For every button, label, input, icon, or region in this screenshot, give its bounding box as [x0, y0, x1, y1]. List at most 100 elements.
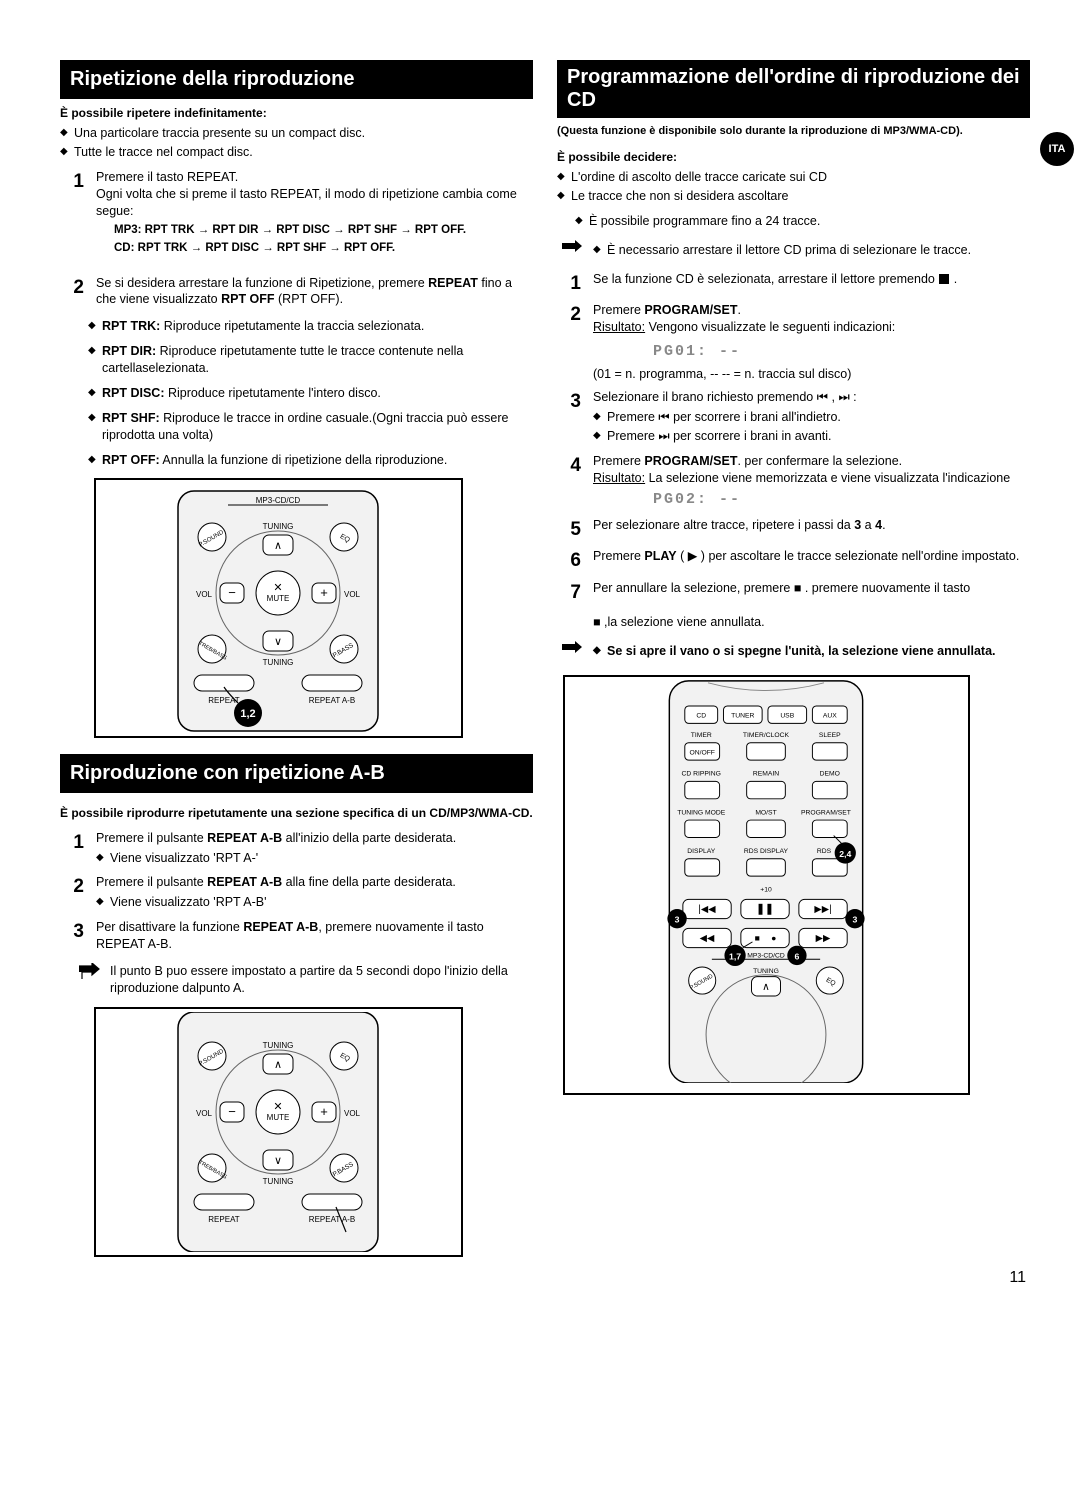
- sec1-defs: RPT TRK: Riproduce ripetutamente la trac…: [88, 318, 533, 468]
- lbl-mp3cd: MP3-CD/CD: [748, 953, 786, 960]
- lbl-tuning: TUNING: [753, 968, 779, 975]
- label-tuning: TUNING: [263, 1177, 294, 1186]
- def-item: RPT OFF: Annulla la funzione di ripetizi…: [88, 452, 533, 469]
- step-number: 6: [557, 548, 581, 574]
- step-text: Se si desidera arrestare la funzione di …: [96, 276, 428, 290]
- skip-back-icon: ⏮: [817, 390, 828, 404]
- label-repeat: REPEAT: [209, 1215, 241, 1224]
- remote-diagram-3: CD TUNER USB AUX TIMER TIMER/CLOCK SLEEP…: [563, 675, 970, 1095]
- def-val: Riproduce ripetutamente la traccia selez…: [160, 319, 424, 333]
- step-number: 2: [60, 874, 84, 913]
- step-text: Se la funzione CD è selezionata, arresta…: [593, 272, 938, 286]
- right-title: Programmazione dell'ordine di riproduzio…: [557, 60, 1030, 118]
- sub-bullet: Premere ⏮ per scorrere i brani all'indie…: [593, 409, 1030, 426]
- remote-svg-1: MP3-CD/CD MUTE ✕ ∧ ∨ − + VOL VOL TUNING …: [128, 483, 428, 733]
- sec1-intro: È possibile ripetere indefinitamente:: [60, 105, 533, 121]
- left-column: Ripetizione della riproduzione È possibi…: [60, 60, 533, 1257]
- step-footnote: (01 = n. programma, -- -- = n. traccia s…: [593, 366, 1030, 383]
- svg-text:❚❚: ❚❚: [757, 903, 775, 915]
- label-mute: MUTE: [267, 1113, 290, 1122]
- remote-diagram-1: MP3-CD/CD MUTE ✕ ∧ ∨ − + VOL VOL TUNING …: [94, 478, 463, 738]
- sec2-step2: 2 Premere il pulsante REPEAT A-B alla fi…: [60, 874, 533, 913]
- badge-c: 3: [853, 915, 858, 925]
- sec1-step1: 1 Premere il tasto REPEAT. Ogni volta ch…: [60, 169, 533, 257]
- mode-line-cd: CD: RPT TRK → RPT DISC → RPT SHF → RPT O…: [114, 241, 533, 257]
- btn-tuner: TUNER: [732, 713, 755, 720]
- step-number: 3: [557, 389, 581, 447]
- svg-text:■: ■: [755, 933, 760, 943]
- svg-text:∨: ∨: [274, 1155, 282, 1167]
- step-text: Premere il tasto REPEAT.: [96, 170, 238, 184]
- def-val: Riproduce ripetutamente tutte le tracce …: [102, 344, 463, 375]
- bullet-item: L'ordine di ascolto delle tracce caricat…: [557, 169, 1030, 186]
- step-text: .: [737, 303, 740, 317]
- step-subtext: Ogni volta che si preme il tasto REPEAT,…: [96, 187, 517, 218]
- r-step6: 6 Premere PLAY ( ▶ ) per ascoltare le tr…: [557, 548, 1030, 574]
- mode-line-mp3: MP3: RPT TRK → RPT DIR → RPT DISC → RPT …: [114, 223, 533, 239]
- sec2-note: Il punto B puo essere impostato a partir…: [78, 963, 533, 997]
- svg-text:●: ●: [771, 933, 776, 943]
- lbl-most: MO/ST: [756, 810, 777, 817]
- note-text: Il punto B puo essere impostato a partir…: [110, 963, 533, 997]
- def-val: Annulla la funzione di ripetizione della…: [160, 453, 448, 467]
- svg-text:+: +: [321, 1104, 329, 1119]
- right-subtitle: (Questa funzione è disponibile solo dura…: [557, 124, 1030, 139]
- label-vol: VOL: [196, 1109, 213, 1118]
- lbl-timer: TIMER: [691, 732, 712, 739]
- display-2: PG02: --: [653, 490, 1030, 510]
- kw: REPEAT A-B: [207, 875, 282, 889]
- r-step5: 5 Per selezionare altre tracce, ripetere…: [557, 517, 1030, 543]
- r-step4: 4 Premere PROGRAM/SET. per confermare la…: [557, 453, 1030, 511]
- r-step1: 1 Se la funzione CD è selezionata, arres…: [557, 271, 1030, 297]
- step-text: Per disattivare la funzione: [96, 920, 243, 934]
- svg-text:✕: ✕: [274, 582, 283, 594]
- r-step7: 7 Per annullare la selezione, premere ■ …: [557, 580, 1030, 631]
- svg-text:+: +: [321, 585, 329, 600]
- step-number: 5: [557, 517, 581, 543]
- step-number: 1: [557, 271, 581, 297]
- label-tuning: TUNING: [263, 658, 294, 667]
- step-text: (RPT OFF).: [275, 292, 344, 306]
- final-note: Se si apre il vano o si spegne l'unità, …: [593, 643, 996, 660]
- r-step2: 2 Premere PROGRAM/SET. Risultato: Vengon…: [557, 302, 1030, 383]
- sec2-step3: 3 Per disattivare la funzione REPEAT A-B…: [60, 919, 533, 953]
- lbl-tuningmode: TUNING MODE: [678, 810, 726, 817]
- bullet-item: Una particolare traccia presente su un c…: [60, 125, 533, 142]
- step-number: 2: [60, 275, 84, 309]
- badge-d: 1,7: [729, 952, 741, 962]
- label-repeat-ab: REPEAT A-B: [309, 696, 355, 705]
- sub-bullet: Premere ⏭ per scorrere i brani in avanti…: [593, 428, 1030, 445]
- svg-text:▶▶|: ▶▶|: [815, 904, 832, 915]
- label-tuning: TUNING: [263, 1041, 294, 1050]
- step-text: Per annullare la selezione, premere ■ . …: [593, 581, 970, 595]
- step-number: 1: [60, 830, 84, 869]
- bullet-item: Tutte le tracce nel compact disc.: [60, 144, 533, 161]
- def-key: RPT OFF:: [102, 453, 160, 467]
- sec1-step2: 2 Se si desidera arrestare la funzione d…: [60, 275, 533, 309]
- step-number: 7: [557, 580, 581, 631]
- lbl-remain: REMAIN: [753, 771, 779, 778]
- btn-onoff: ON/OFF: [690, 750, 716, 757]
- svg-text:∧: ∧: [274, 1059, 282, 1071]
- sub-bullet: Viene visualizzato 'RPT A-': [96, 850, 533, 867]
- def-val: Riproduce le tracce in ordine casuale.(O…: [102, 411, 508, 442]
- sub-bullet: Viene visualizzato 'RPT A-B': [96, 894, 533, 911]
- step-text: .: [882, 518, 885, 532]
- def-item: RPT DISC: Riproduce ripetutamente l'inte…: [88, 385, 533, 402]
- step-number: 2: [557, 302, 581, 383]
- step-text: Premere: [593, 303, 644, 317]
- label-mute: MUTE: [267, 594, 290, 603]
- sec2-title: Riproduzione con ripetizione A-B: [60, 754, 533, 793]
- step-text: Premere il pulsante: [96, 875, 207, 889]
- def-val: Riproduce ripetutamente l'intero disco.: [165, 386, 381, 400]
- step-number: 4: [557, 453, 581, 511]
- badge-a: 2,4: [840, 849, 852, 859]
- remote-svg-3: CD TUNER USB AUX TIMER TIMER/CLOCK SLEEP…: [621, 677, 911, 1083]
- skip-fwd-icon: ⏭: [838, 390, 849, 404]
- sec2-step1: 1 Premere il pulsante REPEAT A-B all'ini…: [60, 830, 533, 869]
- sec1-bullets: Una particolare traccia presente su un c…: [60, 125, 533, 161]
- lbl-sleep: SLEEP: [819, 732, 841, 739]
- r-step3: 3 Selezionare il brano richiesto premend…: [557, 389, 1030, 447]
- label-vol: VOL: [196, 590, 213, 599]
- label-mp3cd: MP3-CD/CD: [256, 496, 301, 505]
